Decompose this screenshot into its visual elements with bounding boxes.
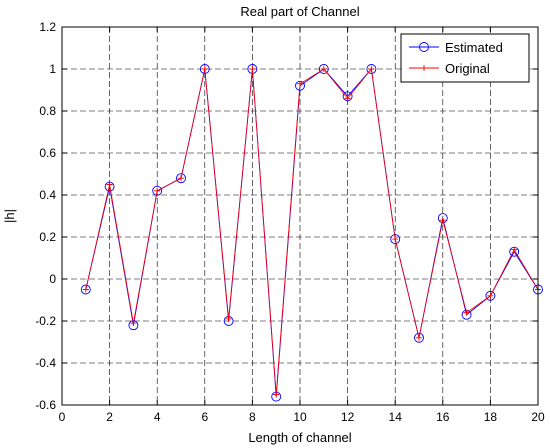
point-original [273, 391, 280, 398]
point-original [439, 217, 446, 224]
y-tick-label: 0 [49, 272, 56, 286]
y-tick-label: -0.2 [35, 314, 56, 328]
point-original [201, 66, 208, 72]
x-tick-label: 0 [59, 410, 66, 424]
point-original [392, 236, 399, 243]
point-original [154, 187, 161, 194]
x-tick-label: 8 [249, 410, 256, 424]
point-original [487, 292, 494, 299]
x-axis-label: Length of channel [248, 430, 351, 445]
legend-marker-original [421, 65, 427, 71]
point-estimated [152, 185, 163, 196]
y-axis-label: |h| [2, 209, 17, 223]
tick-layer: 0 2 4 6 8 10 12 14 16 18 20 -0.6 -0.4 -0.2 0 0.2 0.4 0.6 0… [35, 20, 545, 424]
point-original [368, 66, 375, 72]
point-original [463, 309, 470, 316]
point-estimated [199, 64, 210, 74]
point-original [178, 175, 184, 182]
point-original [130, 320, 137, 327]
point-estimated [414, 332, 424, 343]
legend-label-original: Original [445, 61, 490, 76]
point-estimated [366, 64, 377, 74]
x-tick-label: 6 [201, 410, 208, 424]
point-original [249, 66, 256, 72]
point-original [320, 66, 327, 72]
point-estimated [176, 173, 186, 184]
y-tick-label: 1.2 [39, 20, 56, 34]
series-line-estimated [85, 67, 539, 397]
point-estimated [80, 284, 91, 295]
x-tick-label: 4 [154, 410, 161, 424]
point-original [225, 315, 232, 322]
x-tick-label: 16 [436, 410, 450, 424]
point-estimated [390, 234, 401, 245]
x-tick-label: 2 [106, 410, 113, 424]
x-tick-label: 14 [389, 410, 403, 424]
point-original [297, 80, 303, 87]
y-tick-label: 0.6 [39, 146, 56, 160]
legend-label-estimated: Estimated [445, 40, 503, 55]
legend-box [400, 33, 530, 83]
point-original [82, 286, 89, 293]
point-original [344, 95, 351, 102]
point-estimated [485, 290, 496, 301]
x-tick-label: 20 [531, 410, 545, 424]
legend-marker-estimated [419, 42, 429, 52]
y-tick-label: 0.2 [39, 230, 56, 244]
y-tick-label: 0.4 [39, 188, 56, 202]
series-line-original [85, 68, 539, 395]
grid [62, 27, 538, 405]
point-original [511, 246, 518, 253]
legend: Estimated Original [400, 33, 530, 83]
y-tick-label: 0.8 [39, 104, 56, 118]
x-tick-label: 18 [484, 410, 498, 424]
point-original [106, 181, 113, 188]
x-tick-label: 12 [341, 410, 355, 424]
x-tick-label: 10 [293, 410, 307, 424]
series-layer [80, 64, 543, 402]
point-estimated [318, 64, 329, 74]
y-tick-label: -0.6 [35, 398, 56, 412]
y-tick-label: -0.4 [35, 356, 56, 370]
point-original [416, 334, 422, 341]
y-tick-label: 1 [49, 62, 56, 76]
chart-title: Real part of Channel [240, 4, 359, 19]
